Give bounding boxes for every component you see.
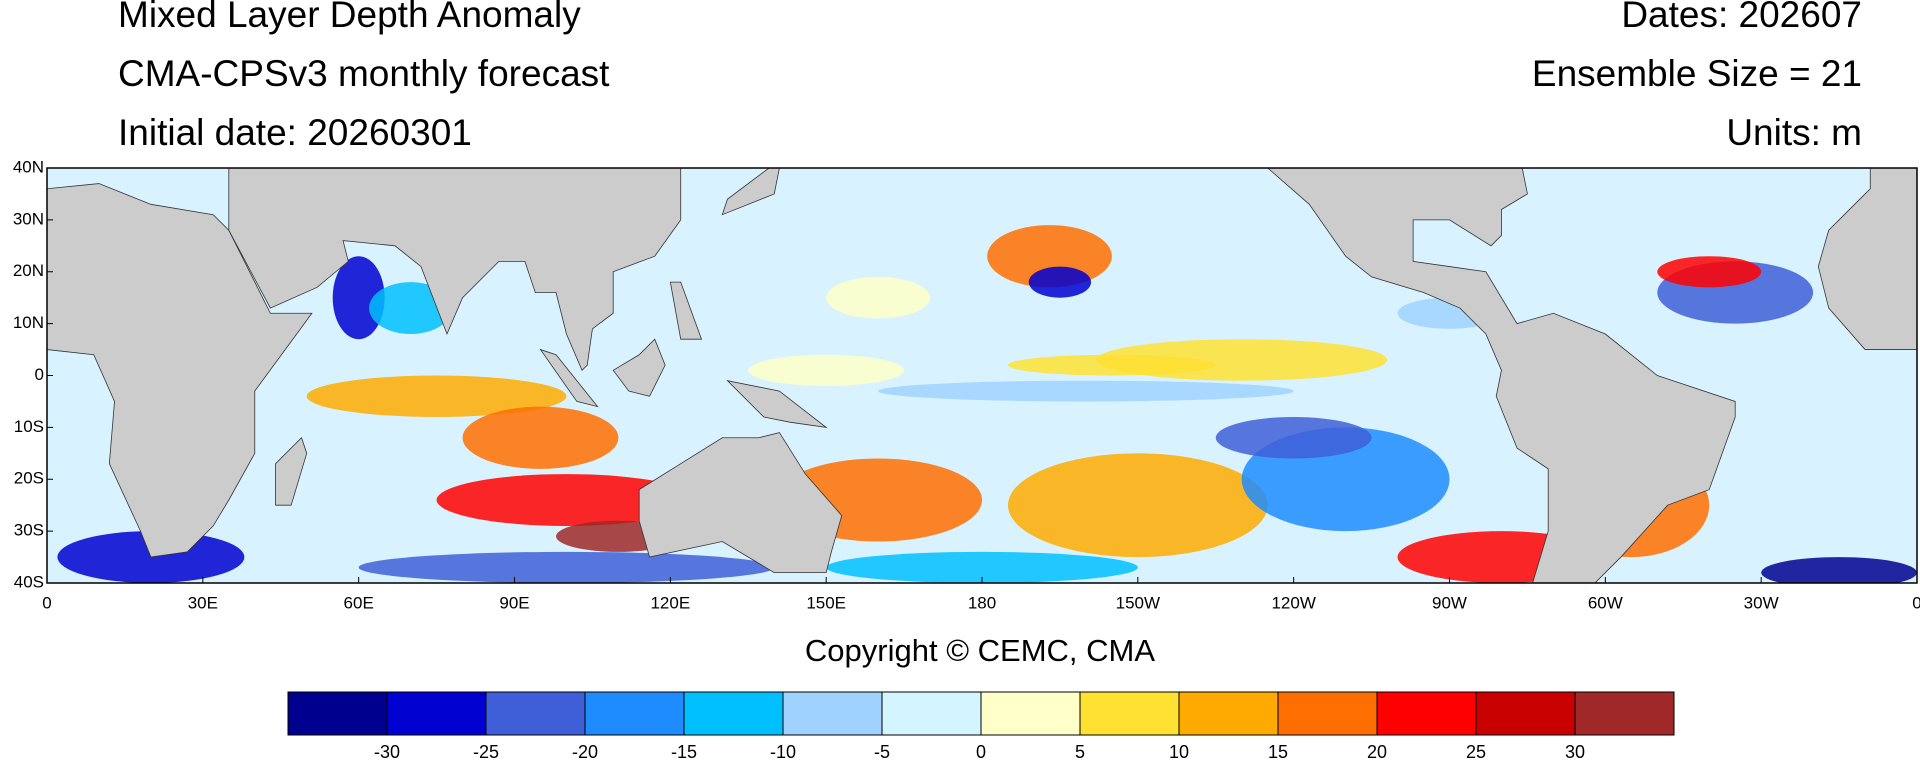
lat-label: 10S xyxy=(14,417,44,436)
colorbar-box xyxy=(1475,691,1576,736)
land xyxy=(612,338,666,397)
lat-label: 10N xyxy=(13,313,44,332)
land xyxy=(275,437,308,506)
anomaly-patch xyxy=(1007,354,1216,376)
colorbar-label: -15 xyxy=(671,742,697,762)
colorbar-box xyxy=(1277,691,1378,736)
anomaly-patch xyxy=(1028,266,1092,298)
lon-label: 60W xyxy=(1588,593,1623,612)
lon-label: 90E xyxy=(499,593,529,612)
colorbar-label: 0 xyxy=(976,742,986,762)
colorbar-label: -20 xyxy=(572,742,598,762)
title: Mixed Layer Depth Anomaly xyxy=(118,0,581,35)
colorbar-box xyxy=(584,691,685,736)
anomaly-patch xyxy=(306,375,567,417)
anomaly-patch xyxy=(748,354,905,386)
anomaly-patch xyxy=(1761,557,1917,583)
colorbar-box xyxy=(485,691,586,736)
ensemble-size: Ensemble Size = 21 xyxy=(1532,53,1862,94)
lon-label: 150W xyxy=(1116,593,1160,612)
land xyxy=(1267,168,1736,583)
colorbar-label: 20 xyxy=(1367,742,1387,762)
land xyxy=(726,380,828,428)
land xyxy=(669,281,703,340)
anomaly-patch xyxy=(358,551,775,583)
colorbar-box xyxy=(1178,691,1279,736)
lon-label: 180 xyxy=(968,593,996,612)
anomaly-patch xyxy=(826,276,931,319)
lon-label: 120W xyxy=(1271,593,1315,612)
dates: Dates: 202607 xyxy=(1621,0,1862,35)
colorbar-box xyxy=(782,691,883,736)
colorbar-box xyxy=(1376,691,1477,736)
lat-label: 30N xyxy=(13,209,44,228)
anomaly-patch xyxy=(462,406,619,469)
colorbar-label: 5 xyxy=(1075,742,1085,762)
lon-label: 0 xyxy=(42,593,51,612)
lon-label: 30E xyxy=(188,593,218,612)
anomaly-patch xyxy=(1215,417,1372,459)
units: Units: m xyxy=(1726,112,1862,153)
lat-label: 40S xyxy=(14,572,44,591)
colorbar-label: -25 xyxy=(473,742,499,762)
land xyxy=(1817,168,1917,350)
colorbar-label: 25 xyxy=(1466,742,1486,762)
initial-date: Initial date: 20260301 xyxy=(118,112,472,153)
lat-label: 0 xyxy=(35,365,44,384)
lon-label: 150E xyxy=(806,593,846,612)
lon-label: 30W xyxy=(1744,593,1779,612)
lon-label: 0 xyxy=(1912,593,1920,612)
colorbar-box xyxy=(980,691,1081,736)
land xyxy=(539,348,599,408)
anomaly-patch xyxy=(1007,453,1268,558)
lat-label: 30S xyxy=(14,521,44,540)
colorbar-box xyxy=(287,691,388,736)
colorbar-label: 15 xyxy=(1268,742,1288,762)
anomaly-patch xyxy=(826,551,1138,583)
colorbar-label: 30 xyxy=(1565,742,1585,762)
anomaly-patch xyxy=(436,474,697,526)
colorbar-box xyxy=(386,691,487,736)
colorbar-label: 10 xyxy=(1169,742,1189,762)
anomaly-patch xyxy=(1657,256,1762,288)
subtitle: CMA-CPSv3 monthly forecast xyxy=(118,53,610,94)
colorbar-box xyxy=(881,691,982,736)
lat-label: 20N xyxy=(13,261,44,280)
map-field xyxy=(47,168,1917,583)
lat-label: 40N xyxy=(13,157,44,176)
colorbar-box xyxy=(1079,691,1180,736)
anomaly-patch xyxy=(332,256,385,340)
colorbar-box xyxy=(683,691,784,736)
colorbar-label: -10 xyxy=(770,742,796,762)
copyright: Copyright © CEMC, CMA xyxy=(805,633,1155,668)
anomaly-patch xyxy=(878,380,1294,402)
lat-label: 20S xyxy=(14,469,44,488)
colorbar-label: -5 xyxy=(874,742,890,762)
colorbar-label: -30 xyxy=(374,742,400,762)
land xyxy=(721,168,780,216)
colorbar-box xyxy=(1574,691,1675,736)
land xyxy=(47,183,313,558)
lon-label: 90W xyxy=(1432,593,1467,612)
anomaly-patch xyxy=(369,282,453,334)
lon-label: 60E xyxy=(344,593,374,612)
lon-label: 120E xyxy=(650,593,690,612)
land xyxy=(638,432,843,574)
land xyxy=(228,168,682,372)
